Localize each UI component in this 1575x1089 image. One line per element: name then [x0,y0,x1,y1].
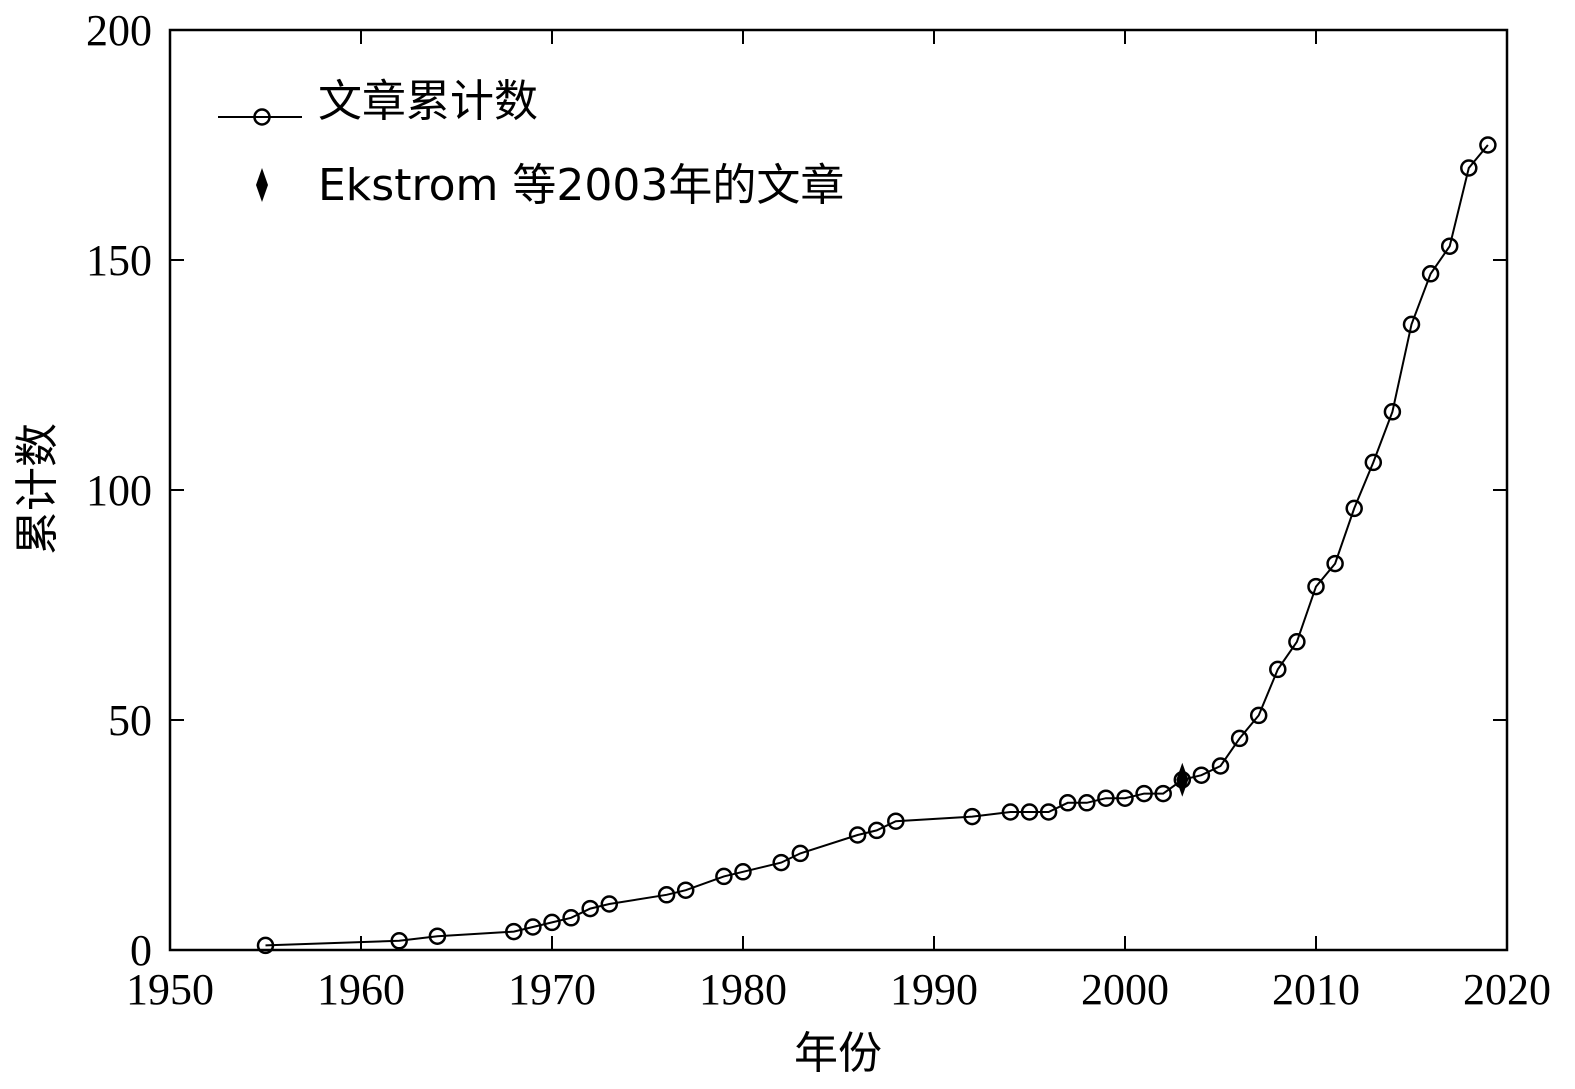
data-point [428,927,447,945]
legend-label-ekstrom: Ekstrom 等2003年的文章 [318,160,844,211]
data-point [791,844,810,863]
data-point [1402,315,1421,334]
data-point [1345,499,1363,518]
data-point [1269,660,1287,679]
data-point [600,895,619,913]
data-point [1326,554,1344,573]
x-tick-label: 1970 [508,965,596,1014]
data-point [1249,706,1268,725]
data-point [543,913,561,932]
legend: 文章累计数 Ekstrom 等2003年的文章 [218,76,844,211]
data-point [1288,633,1306,651]
data-point [1001,803,1020,821]
data-point [734,863,752,881]
data-point [1058,794,1077,812]
x-tick-label: 1960 [317,965,405,1014]
x-tick-label: 2020 [1463,965,1551,1014]
data-point [562,909,580,927]
data-point [676,881,695,899]
data-point [657,886,676,904]
y-tick-label: 50 [108,696,152,745]
data-point [524,918,542,936]
data-point [867,821,886,840]
data-point [390,932,408,950]
legend-circle-marker [253,108,271,126]
x-tick-label: 1990 [890,965,978,1014]
x-tick-label: 1950 [126,965,214,1014]
data-point [505,922,523,941]
y-tick-label: 200 [86,6,152,55]
data-point [848,826,867,844]
data-point [1097,789,1115,807]
data-point [772,853,790,872]
y-tick-label: 150 [86,236,152,285]
data-point [715,867,733,886]
data-point [1039,803,1058,821]
data-point [1364,453,1383,472]
x-axis-title: 年份 [794,1028,882,1079]
y-axis-title: 累计数 [12,423,63,555]
data-point [1116,789,1134,807]
data-point [1479,136,1497,154]
series [256,136,1497,955]
x-tick-label: 2000 [1081,965,1169,1014]
data-point [1020,803,1039,821]
x-tick-label: 2010 [1272,965,1360,1014]
legend-label-cumulative: 文章累计数 [318,76,538,127]
y-tick-label: 100 [86,466,152,515]
data-point [1460,159,1478,177]
data-point [1078,794,1096,812]
data-point [1192,766,1211,784]
data-point [1307,577,1325,596]
series-line-cumulative [265,144,1489,947]
ticks: 1950 1960 1970 1980 1990 2000 2010 2020 0 50 100 15… [86,6,1551,1014]
legend-diamond-marker [256,168,268,202]
data-point [1135,784,1153,803]
data-point [1154,784,1172,803]
data-point [581,899,599,918]
data-point [256,936,275,955]
ekstrom-2003-marker [1176,762,1189,797]
data-point [887,812,905,830]
data-point [963,807,981,826]
data-point [1421,265,1440,283]
x-tick-label: 1980 [699,965,787,1014]
data-point [1440,237,1459,255]
y-tick-label: 0 [130,926,152,975]
data-point [1230,729,1249,748]
data-point [1383,403,1402,421]
data-point [1211,757,1230,775]
